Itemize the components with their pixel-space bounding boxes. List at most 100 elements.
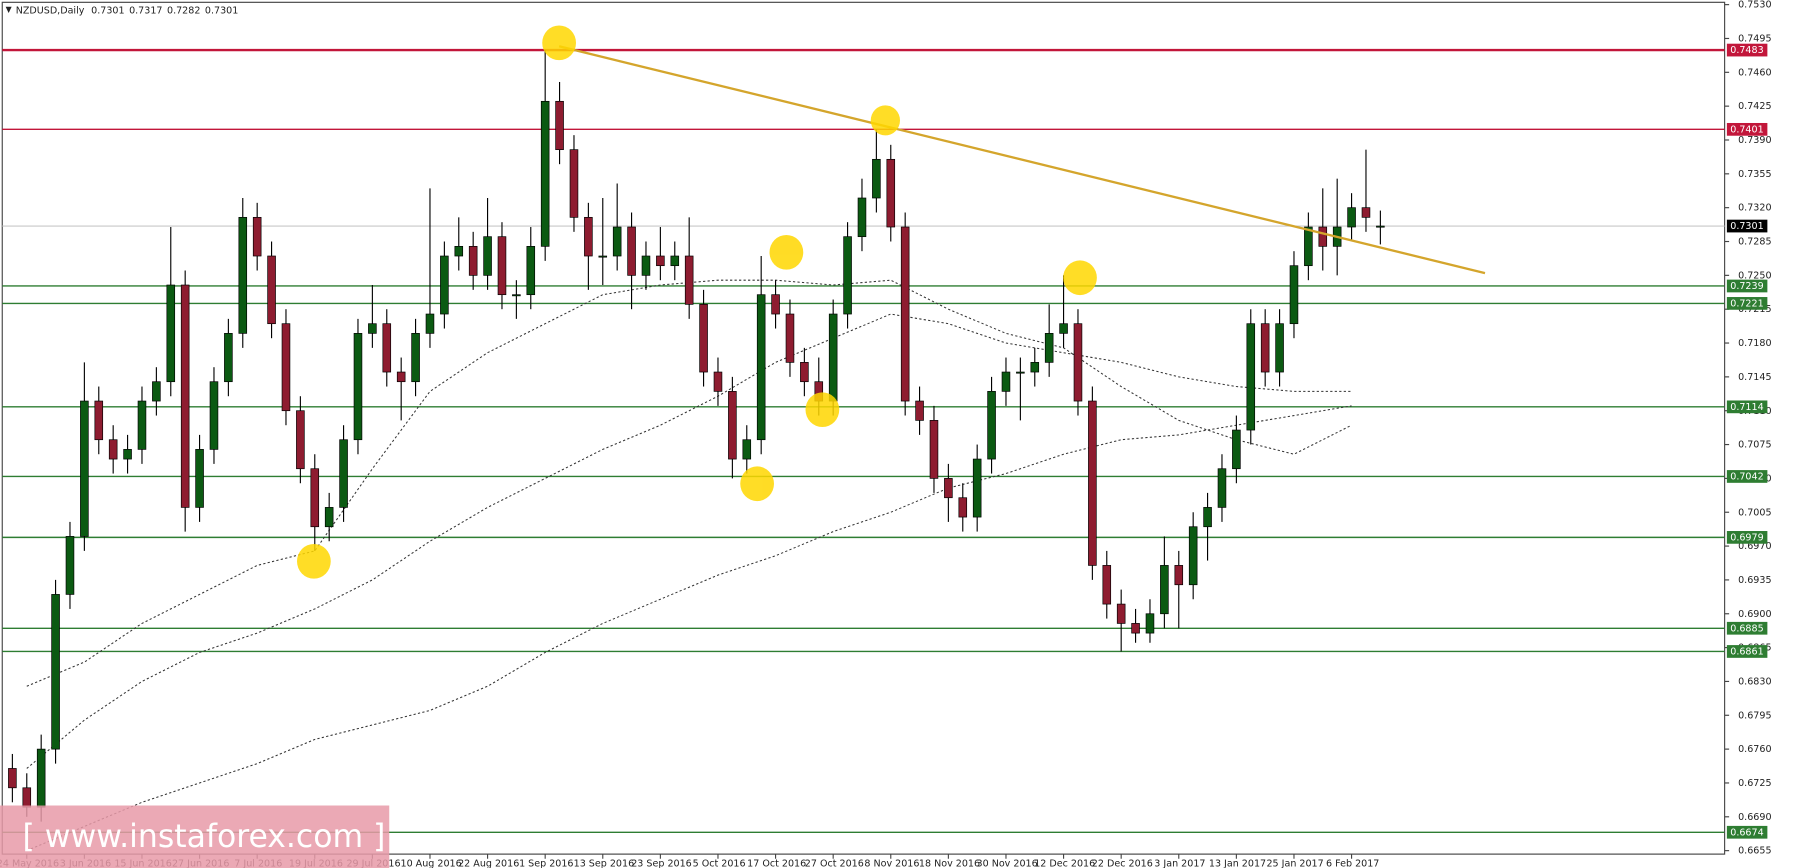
candle-body — [555, 100, 564, 151]
candle-body — [209, 381, 219, 450]
candle-body — [1131, 623, 1140, 634]
x-tick-label: 30 Nov 2016 — [977, 858, 1038, 868]
y-tick-label: 0.7285 — [1738, 236, 1771, 247]
candle-body — [36, 748, 46, 808]
candle-body — [51, 594, 60, 750]
candle-body — [454, 245, 464, 257]
x-tick-label: 25 Jan 2017 — [1266, 858, 1323, 868]
x-tick-label: 13 Sep 2016 — [574, 858, 635, 868]
candle-body — [238, 216, 248, 334]
price-label-box — [1726, 219, 1768, 233]
y-tick-label: 0.7355 — [1738, 169, 1771, 180]
candle-body — [1275, 323, 1284, 373]
candle-body — [1347, 207, 1356, 228]
y-tick-label: 0.7145 — [1738, 372, 1771, 383]
level-label-box — [1726, 470, 1768, 483]
candle-body — [22, 787, 32, 808]
y-tick-label: 0.7250 — [1738, 270, 1771, 281]
plot-frame — [1, 1, 1726, 855]
x-tick-label: 5 Oct 2016 — [693, 858, 746, 868]
y-tick-label: 0.6935 — [1738, 575, 1771, 586]
y-tick-label: 0.6655 — [1738, 846, 1771, 857]
candle-body — [1232, 429, 1241, 470]
x-tick-label: 3 Jan 2017 — [1154, 858, 1205, 868]
candles — [8, 50, 1385, 822]
candle-body — [1260, 323, 1270, 373]
header-value: 0.7301 — [205, 5, 238, 16]
x-tick-label: 18 Nov 2016 — [919, 858, 980, 868]
candle-body — [137, 400, 147, 450]
header-value: 0.7282 — [167, 5, 200, 16]
y-tick-label: 0.6690 — [1738, 812, 1771, 823]
candle-body — [584, 216, 593, 257]
candle-body — [281, 323, 291, 412]
candle-body — [80, 400, 89, 537]
candle-body — [958, 497, 968, 518]
level-label-box — [1726, 297, 1768, 310]
candle-body — [1203, 507, 1212, 528]
candle-body — [627, 226, 636, 276]
candle-body — [728, 391, 737, 460]
candle-body — [670, 255, 680, 267]
candle-body — [1217, 468, 1227, 508]
level-label-box — [1726, 43, 1768, 57]
candle-body — [512, 294, 521, 297]
highlight — [297, 543, 331, 579]
candle-body — [224, 333, 233, 383]
highlight — [769, 234, 804, 270]
candle-body — [468, 245, 478, 276]
highlight — [870, 105, 900, 136]
candle-body — [929, 420, 939, 479]
x-tick-label: 22 Dec 2016 — [1092, 858, 1153, 868]
candle-body — [612, 226, 622, 257]
chart-header: NZDUSD,Daily 0.7301 0.7317 0.7282 0.7301 — [16, 5, 239, 16]
level-label-box — [1726, 621, 1768, 635]
candle-body — [353, 333, 363, 441]
candle-body — [641, 255, 651, 276]
candle-body — [987, 391, 996, 460]
header-value: 0.7301 — [91, 5, 124, 16]
watermark-box — [0, 805, 390, 868]
level-label: 0.7042 — [1730, 471, 1763, 482]
candle-body — [785, 313, 795, 363]
candle-body — [1102, 565, 1112, 605]
candle-body — [382, 323, 392, 373]
y-tick-label: 0.6830 — [1738, 676, 1771, 687]
y-tick-label: 0.7495 — [1738, 33, 1771, 44]
y-tick-label: 0.6900 — [1738, 609, 1771, 620]
x-tick-label: 6 Feb 2017 — [1326, 858, 1379, 868]
candle-body — [1318, 226, 1328, 247]
candle-body — [684, 255, 694, 305]
candle-body — [94, 400, 104, 441]
candle-body — [267, 255, 276, 325]
candle-body — [540, 100, 550, 247]
candle-body — [1160, 565, 1169, 615]
x-tick-label: 27 Oct 2016 — [805, 858, 864, 868]
highlight — [805, 392, 840, 428]
candle-body — [411, 333, 420, 383]
candle-body — [8, 768, 17, 789]
candle-body — [828, 313, 838, 402]
candle-body — [742, 439, 752, 460]
candle-body — [713, 371, 723, 392]
header-value: 0.7317 — [129, 5, 162, 16]
candle-body — [656, 255, 665, 267]
y-tick-label: 0.7425 — [1738, 101, 1771, 112]
candle-body — [483, 236, 492, 276]
level-label: 0.7401 — [1730, 124, 1763, 135]
level-label-box — [1726, 122, 1768, 136]
candle-body — [166, 284, 176, 383]
candle-body — [598, 255, 608, 258]
level-label: 0.7483 — [1730, 45, 1763, 56]
candle-body — [108, 439, 118, 460]
candle-body — [296, 410, 305, 470]
candle-body — [1246, 323, 1256, 431]
x-tick-label: 10 Aug 2016 — [401, 858, 462, 868]
y-tick-label: 0.7180 — [1738, 338, 1771, 349]
candle-body — [1289, 265, 1299, 325]
highlight — [542, 25, 576, 61]
candle-body — [699, 304, 708, 373]
candle-body — [1059, 323, 1068, 334]
level-label-box — [1726, 531, 1768, 544]
